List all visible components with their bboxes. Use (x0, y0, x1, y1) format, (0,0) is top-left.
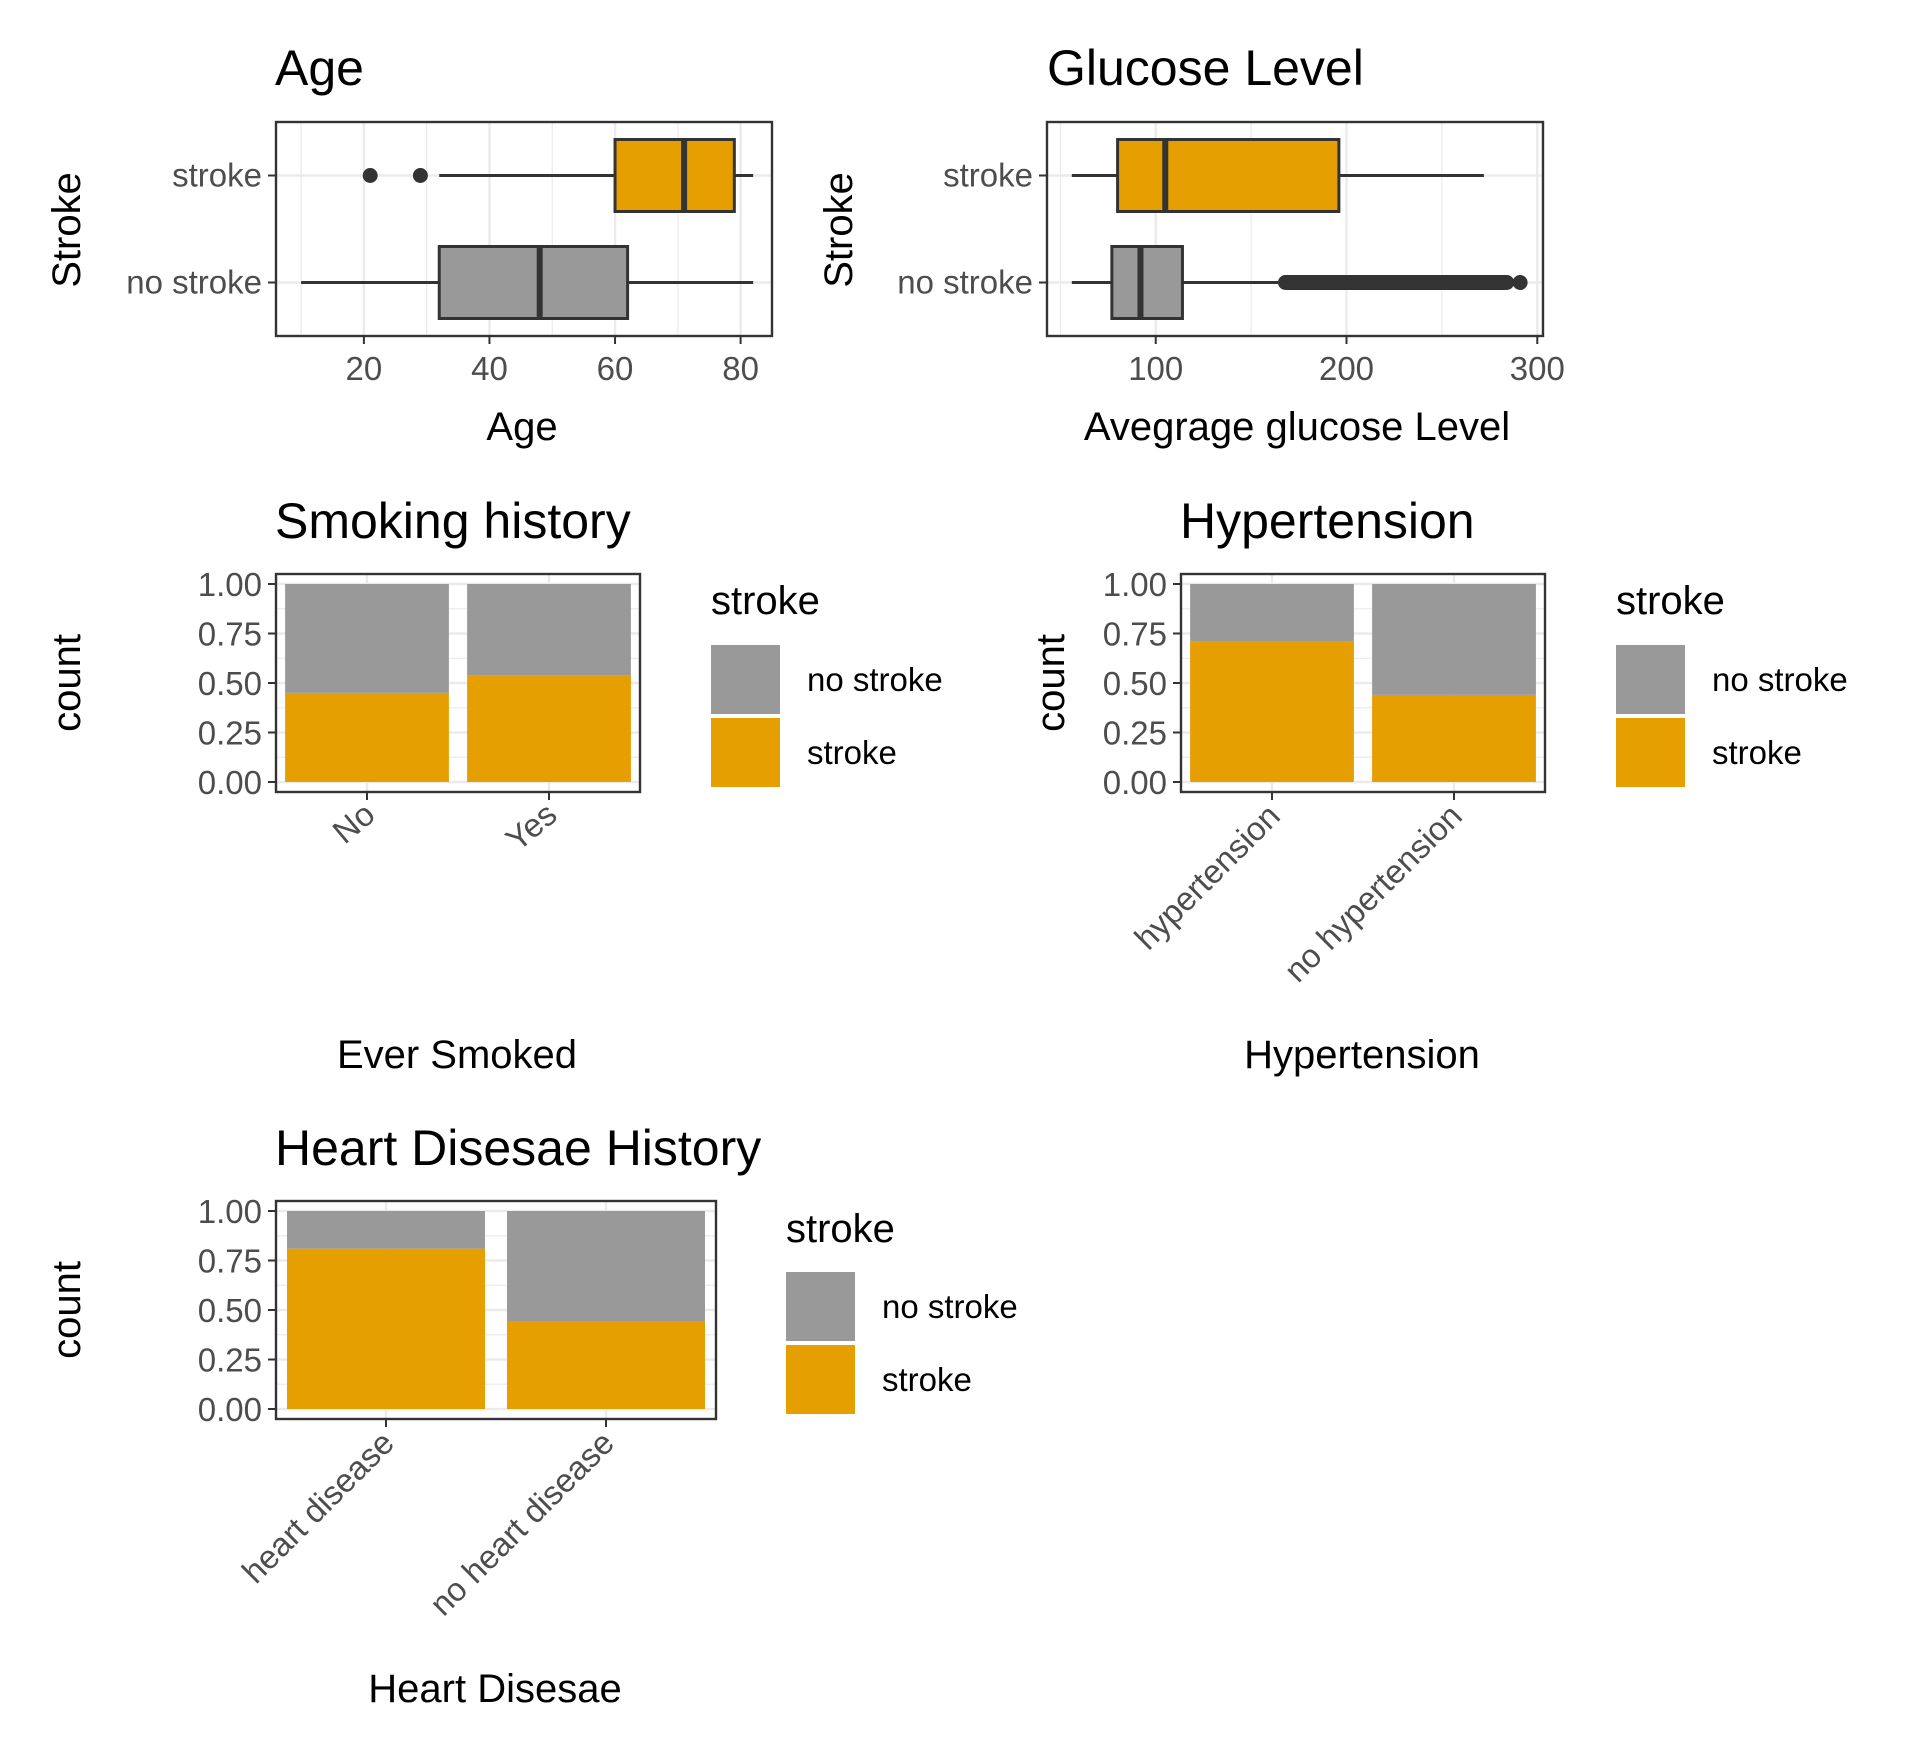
smoking-history-panel: Smoking history count Ever Smoked 0.00 0.… (45, 493, 943, 1077)
legend-key-no-stroke (786, 1272, 855, 1341)
x-tick-label: 100 (1128, 350, 1183, 387)
bar-stroke (507, 1321, 705, 1409)
bar-no-stroke (507, 1211, 705, 1322)
x-axis-label: Heart Disesae (368, 1667, 621, 1711)
x-tick-label: 20 (346, 350, 383, 387)
legend-label: stroke (882, 1361, 972, 1398)
y-axis-label: count (1029, 634, 1073, 732)
bar-no-stroke (1372, 584, 1536, 695)
y-axis-label: count (45, 1261, 89, 1359)
legend-label: stroke (807, 734, 897, 771)
heart-disease-panel: Heart Disesae History count Heart Disesa… (45, 1120, 1018, 1711)
legend-key-no-stroke (711, 645, 780, 714)
y-axis-label: Stroke (45, 172, 89, 288)
x-tick-label: 40 (471, 350, 508, 387)
x-tick-label: no heart disease (422, 1424, 621, 1623)
y-tick-label: 1.00 (198, 566, 262, 603)
bar-no-stroke (287, 1211, 485, 1249)
legend-key-stroke (786, 1345, 855, 1414)
chart-title: Smoking history (275, 493, 631, 549)
x-axis-label: Ever Smoked (337, 1033, 577, 1077)
y-tick-label: no stroke (897, 264, 1033, 301)
y-tick-label: stroke (172, 157, 262, 194)
legend-label: no stroke (882, 1288, 1018, 1325)
x-axis-label: Age (486, 405, 557, 449)
panel-border (1045, 120, 1545, 338)
bar-stroke (1372, 694, 1536, 782)
outlier-point (1512, 275, 1528, 290)
bar-stroke (285, 692, 449, 782)
chart-title: Glucose Level (1047, 40, 1364, 96)
y-tick-label: 0.75 (198, 1243, 262, 1280)
box (437, 245, 630, 320)
x-tick-label: hypertension (1127, 797, 1287, 957)
bar-no-stroke (467, 584, 631, 676)
legend-title: stroke (711, 579, 820, 623)
x-tick-label: 80 (722, 350, 759, 387)
y-tick-label: 0.50 (1103, 665, 1167, 702)
y-tick-label: no stroke (126, 264, 262, 301)
x-tick-label: no hypertension (1277, 797, 1469, 989)
legend-label: no stroke (1712, 661, 1848, 698)
glucose-boxplot-panel: Glucose Level Stroke Avegrage glucose Le… (817, 40, 1565, 449)
legend-title: stroke (1616, 579, 1725, 623)
y-tick-label: 0.75 (1103, 616, 1167, 653)
bar-stroke (287, 1248, 485, 1409)
x-tick-label: 300 (1510, 350, 1565, 387)
y-tick-label: 0.00 (198, 764, 262, 801)
box (613, 138, 736, 213)
x-tick-label: No (325, 795, 381, 850)
legend-key-stroke (1616, 718, 1685, 787)
x-tick-label: 200 (1319, 350, 1374, 387)
y-axis-label: count (45, 634, 89, 732)
y-tick-label: 0.25 (198, 1342, 262, 1379)
x-tick-label: heart disease (235, 1424, 401, 1590)
y-tick-label: 0.75 (198, 616, 262, 653)
hypertension-panel: Hypertension count Hypertension 0.00 0.25… (1029, 493, 1848, 1077)
y-tick-label: 0.50 (198, 665, 262, 702)
y-tick-label: 1.00 (1103, 566, 1167, 603)
legend-label: stroke (1712, 734, 1802, 771)
outlier-point (362, 168, 378, 183)
bar-stroke (1190, 641, 1354, 782)
y-tick-label: stroke (943, 157, 1033, 194)
legend: stroke no stroke stroke (711, 579, 943, 787)
x-tick-label: Yes (498, 795, 563, 858)
legend: stroke no stroke stroke (786, 1207, 1018, 1414)
legend-title: stroke (786, 1207, 895, 1251)
box (1110, 245, 1184, 320)
x-axis-label: Hypertension (1244, 1033, 1480, 1077)
legend: stroke no stroke stroke (1616, 579, 1848, 787)
panel-border (274, 120, 774, 338)
y-tick-label: 1.00 (198, 1193, 262, 1230)
legend-key-no-stroke (1616, 645, 1685, 714)
y-tick-label: 0.00 (198, 1391, 262, 1428)
legend-key-stroke (711, 718, 780, 787)
bar-stroke (467, 675, 631, 782)
y-tick-label: 0.50 (198, 1292, 262, 1329)
box (1116, 138, 1341, 213)
outlier-point (412, 168, 428, 183)
bar-no-stroke (1190, 584, 1354, 642)
y-tick-label: 0.25 (1103, 715, 1167, 752)
y-axis-label: Stroke (817, 172, 861, 288)
chart-title: Heart Disesae History (275, 1120, 761, 1176)
y-tick-label: 0.00 (1103, 764, 1167, 801)
x-tick-label: 60 (597, 350, 634, 387)
age-boxplot-panel: Age Stroke Age stroke no stroke 20 40 60 80 (45, 40, 774, 449)
legend-label: no stroke (807, 661, 943, 698)
x-axis-label: Avegrage glucose Level (1084, 405, 1510, 449)
chart-title: Hypertension (1180, 493, 1475, 549)
y-tick-label: 0.25 (198, 715, 262, 752)
bar-no-stroke (285, 584, 449, 693)
chart-title: Age (275, 40, 364, 96)
